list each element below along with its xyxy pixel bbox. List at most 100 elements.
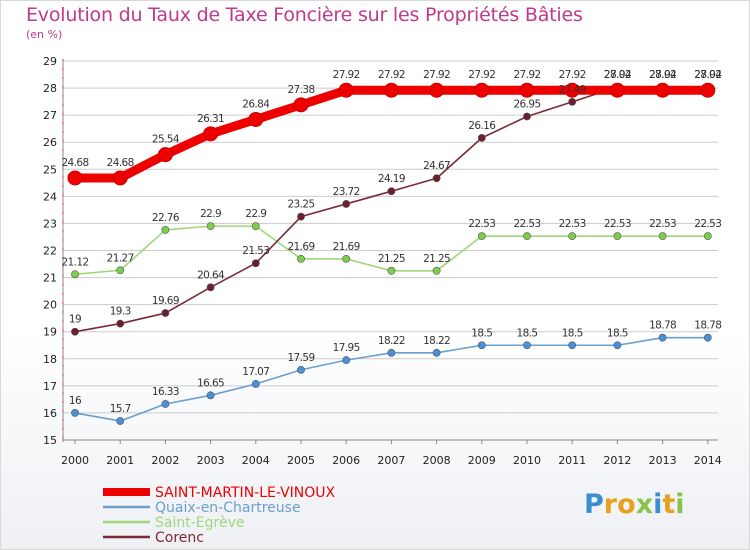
data-point	[432, 174, 441, 183]
data-point	[248, 111, 264, 127]
x-tick-label: 2001	[106, 454, 134, 467]
x-tick-label: 2003	[197, 454, 225, 467]
x-tick-label: 2002	[151, 454, 179, 467]
y-tick-label: 15	[43, 434, 57, 447]
data-point	[71, 270, 79, 279]
data-label: 27.49	[559, 84, 586, 96]
data-label: 22.9	[200, 208, 221, 220]
data-label: 21.25	[378, 253, 405, 265]
axis-layer: 15 16 17 18 19 20 21 22 23 24 25 26 27 28 29 2000 2001 20…	[43, 55, 722, 467]
data-label: 17.07	[242, 366, 269, 378]
data-point	[703, 333, 712, 342]
data-point	[161, 309, 170, 317]
logo-letter: P	[584, 489, 604, 520]
data-label: 17.59	[287, 352, 314, 364]
data-point	[293, 97, 309, 113]
logo-letter: t	[662, 489, 676, 520]
x-tick-label: 2011	[558, 454, 586, 467]
data-point	[700, 82, 716, 98]
data-point	[383, 82, 399, 98]
data-label: 26.31	[197, 113, 224, 125]
y-tick-label: 22	[43, 245, 57, 258]
data-point	[251, 259, 260, 268]
data-label: 22.76	[152, 212, 180, 224]
series-layer	[67, 82, 716, 425]
data-label: 18.22	[378, 335, 405, 347]
legend-label: Saint-Egrève	[155, 515, 244, 531]
y-tick-label: 23	[43, 217, 57, 230]
data-label: 24.19	[378, 173, 405, 185]
logo-letter: o	[617, 489, 636, 520]
data-label: 21.69	[333, 241, 360, 253]
chart-title: Evolution du Taux de Taxe Foncière sur l…	[26, 4, 583, 26]
data-label: 27.92	[378, 69, 405, 81]
x-tick-label: 2012	[603, 454, 631, 467]
data-label: 18.78	[649, 320, 676, 332]
data-point	[568, 97, 577, 106]
x-tick-label: 2000	[61, 454, 89, 467]
data-label: 28.04	[649, 69, 677, 81]
x-tick-label: 2014	[694, 454, 722, 467]
logo-letter: i	[675, 489, 685, 520]
data-label: 23.25	[287, 199, 314, 211]
data-point	[116, 417, 125, 425]
data-point	[613, 341, 622, 350]
data-point	[658, 333, 667, 342]
data-point	[67, 170, 83, 186]
data-point	[71, 409, 79, 417]
data-point	[523, 112, 531, 121]
data-point	[477, 341, 486, 350]
x-tick-label: 2006	[332, 454, 360, 467]
data-point	[206, 391, 215, 400]
y-tick-label: 17	[43, 380, 57, 393]
data-label: 17.95	[333, 342, 360, 354]
y-tick-label: 20	[43, 299, 57, 312]
data-label: 24.68	[61, 157, 88, 169]
data-label: 19.3	[110, 306, 131, 318]
data-label: 27.92	[694, 69, 721, 81]
data-point	[613, 232, 622, 241]
data-label: 16.65	[197, 377, 224, 389]
x-tick-label: 2005	[287, 454, 315, 467]
y-tick-label: 24	[43, 190, 57, 203]
data-point	[477, 232, 486, 241]
unit-label: (en %)	[26, 28, 63, 41]
data-label: 27.92	[423, 69, 450, 81]
data-point	[477, 133, 486, 142]
data-label: 22.9	[245, 208, 266, 220]
data-point	[297, 365, 305, 374]
y-tick-label: 21	[43, 272, 57, 285]
x-tick-label: 2009	[468, 454, 496, 467]
data-label: 15.7	[110, 403, 131, 415]
data-label: 22.53	[559, 218, 586, 230]
data-point	[342, 254, 351, 263]
data-label: 22.53	[468, 218, 495, 230]
data-point	[203, 126, 219, 142]
x-tick-label: 2008	[423, 454, 451, 467]
data-point	[116, 266, 125, 275]
x-tick-label: 2013	[649, 454, 677, 467]
proxiti-logo: Proxiti	[584, 489, 685, 520]
y-tick-label: 25	[43, 163, 57, 176]
data-label: 26.16	[468, 120, 496, 132]
data-label: 26.95	[513, 98, 540, 110]
y-tick-label: 29	[43, 55, 57, 68]
data-point	[251, 380, 260, 388]
data-label: 19	[69, 314, 81, 326]
data-label: 19.69	[152, 295, 179, 307]
data-label: 22.53	[649, 218, 676, 230]
data-label: 27.92	[559, 69, 586, 81]
data-point	[342, 356, 351, 365]
data-point	[568, 341, 577, 350]
data-point	[206, 283, 215, 292]
data-point	[523, 341, 531, 350]
data-point	[564, 82, 580, 98]
data-label: 20.64	[197, 269, 225, 281]
data-label: 18.5	[607, 327, 628, 339]
data-label: 22.53	[694, 218, 721, 230]
data-point	[609, 82, 625, 98]
x-tick-label: 2010	[513, 454, 541, 467]
data-point	[387, 266, 396, 275]
data-label: 27.92	[649, 69, 676, 81]
